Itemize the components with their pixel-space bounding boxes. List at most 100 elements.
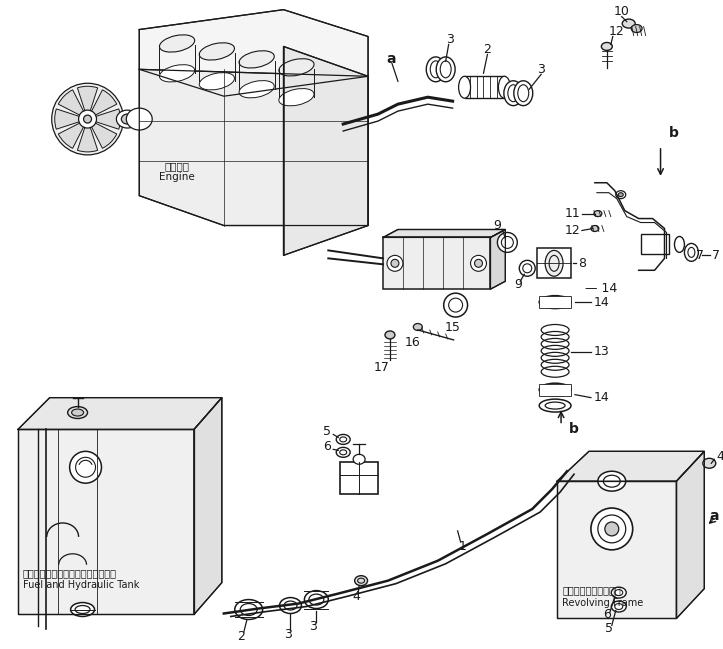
- Text: 4: 4: [716, 450, 723, 463]
- Ellipse shape: [605, 522, 619, 536]
- Ellipse shape: [127, 108, 153, 130]
- Text: 8: 8: [578, 257, 586, 270]
- Bar: [465, 77, 505, 98]
- Wedge shape: [77, 86, 98, 119]
- Ellipse shape: [471, 255, 487, 271]
- Ellipse shape: [598, 471, 625, 491]
- Text: 6: 6: [323, 440, 331, 453]
- Ellipse shape: [71, 602, 95, 617]
- Ellipse shape: [514, 80, 533, 106]
- Ellipse shape: [336, 434, 350, 445]
- Ellipse shape: [69, 451, 101, 483]
- Text: 17: 17: [374, 361, 390, 374]
- Ellipse shape: [279, 88, 314, 106]
- Polygon shape: [18, 430, 194, 615]
- Ellipse shape: [391, 260, 399, 267]
- Ellipse shape: [504, 80, 523, 106]
- Text: レボルビングフレーム: レボルビングフレーム: [562, 585, 621, 596]
- Ellipse shape: [280, 598, 301, 613]
- Ellipse shape: [353, 454, 365, 464]
- Ellipse shape: [160, 35, 194, 52]
- Text: 15: 15: [445, 321, 461, 334]
- Ellipse shape: [336, 447, 350, 458]
- Text: 13: 13: [594, 345, 609, 358]
- Text: 10: 10: [614, 5, 630, 18]
- Ellipse shape: [591, 225, 599, 232]
- Polygon shape: [283, 47, 368, 255]
- Text: 3: 3: [537, 63, 545, 76]
- Polygon shape: [557, 451, 704, 481]
- Wedge shape: [55, 109, 87, 129]
- Text: b: b: [569, 422, 579, 436]
- Polygon shape: [490, 230, 505, 289]
- Text: 5: 5: [605, 622, 613, 635]
- Ellipse shape: [623, 19, 636, 28]
- Polygon shape: [557, 481, 677, 618]
- Polygon shape: [194, 398, 222, 615]
- Wedge shape: [59, 119, 87, 149]
- Ellipse shape: [68, 406, 87, 419]
- Ellipse shape: [239, 51, 274, 68]
- Ellipse shape: [612, 587, 626, 598]
- Wedge shape: [59, 90, 87, 119]
- Ellipse shape: [239, 80, 274, 98]
- Ellipse shape: [79, 110, 96, 128]
- Text: a: a: [709, 509, 719, 523]
- Ellipse shape: [200, 43, 234, 60]
- Text: 6: 6: [603, 608, 611, 621]
- Polygon shape: [677, 451, 704, 618]
- Ellipse shape: [121, 114, 133, 124]
- Ellipse shape: [474, 260, 482, 267]
- Text: 9: 9: [514, 278, 522, 291]
- Ellipse shape: [602, 42, 612, 51]
- Text: 14: 14: [594, 295, 609, 309]
- Ellipse shape: [72, 409, 84, 416]
- Ellipse shape: [545, 251, 563, 276]
- Text: 1: 1: [458, 541, 466, 554]
- Ellipse shape: [414, 323, 422, 330]
- Ellipse shape: [703, 458, 716, 468]
- Ellipse shape: [612, 601, 626, 612]
- Ellipse shape: [387, 255, 403, 271]
- Ellipse shape: [675, 236, 685, 252]
- Ellipse shape: [631, 25, 642, 32]
- Text: フェルおよびハイドロリックタンク: フェルおよびハイドロリックタンク: [23, 568, 117, 578]
- Text: 3: 3: [445, 33, 453, 46]
- Text: Engine: Engine: [159, 172, 195, 182]
- Bar: [641, 234, 669, 254]
- Bar: [341, 462, 378, 494]
- Ellipse shape: [116, 110, 138, 128]
- Ellipse shape: [539, 296, 571, 308]
- Text: Fuel and Hydraulic Tank: Fuel and Hydraulic Tank: [23, 580, 140, 590]
- Ellipse shape: [539, 383, 571, 396]
- Text: 2: 2: [484, 43, 492, 56]
- Ellipse shape: [304, 591, 328, 609]
- Ellipse shape: [594, 210, 602, 217]
- Text: エンジン: エンジン: [165, 161, 189, 171]
- Polygon shape: [18, 398, 222, 430]
- Ellipse shape: [539, 399, 571, 412]
- Text: 9: 9: [494, 219, 501, 232]
- Ellipse shape: [427, 57, 445, 82]
- Text: 12: 12: [609, 25, 625, 38]
- Ellipse shape: [200, 73, 234, 90]
- Text: — 14: — 14: [585, 282, 617, 295]
- Ellipse shape: [519, 260, 535, 276]
- Ellipse shape: [279, 58, 314, 76]
- Text: Revolving Frame: Revolving Frame: [562, 598, 643, 607]
- Ellipse shape: [385, 331, 395, 339]
- Text: 3: 3: [285, 628, 292, 641]
- Ellipse shape: [436, 57, 455, 82]
- Text: 2: 2: [237, 630, 244, 643]
- Ellipse shape: [84, 115, 92, 123]
- Ellipse shape: [591, 508, 633, 550]
- Ellipse shape: [685, 243, 698, 262]
- Ellipse shape: [444, 293, 468, 317]
- Bar: [383, 238, 490, 289]
- Ellipse shape: [235, 600, 262, 619]
- Text: 5: 5: [323, 425, 331, 438]
- Bar: [539, 296, 571, 308]
- Text: 7: 7: [696, 249, 704, 262]
- Ellipse shape: [498, 77, 510, 98]
- Wedge shape: [87, 109, 120, 129]
